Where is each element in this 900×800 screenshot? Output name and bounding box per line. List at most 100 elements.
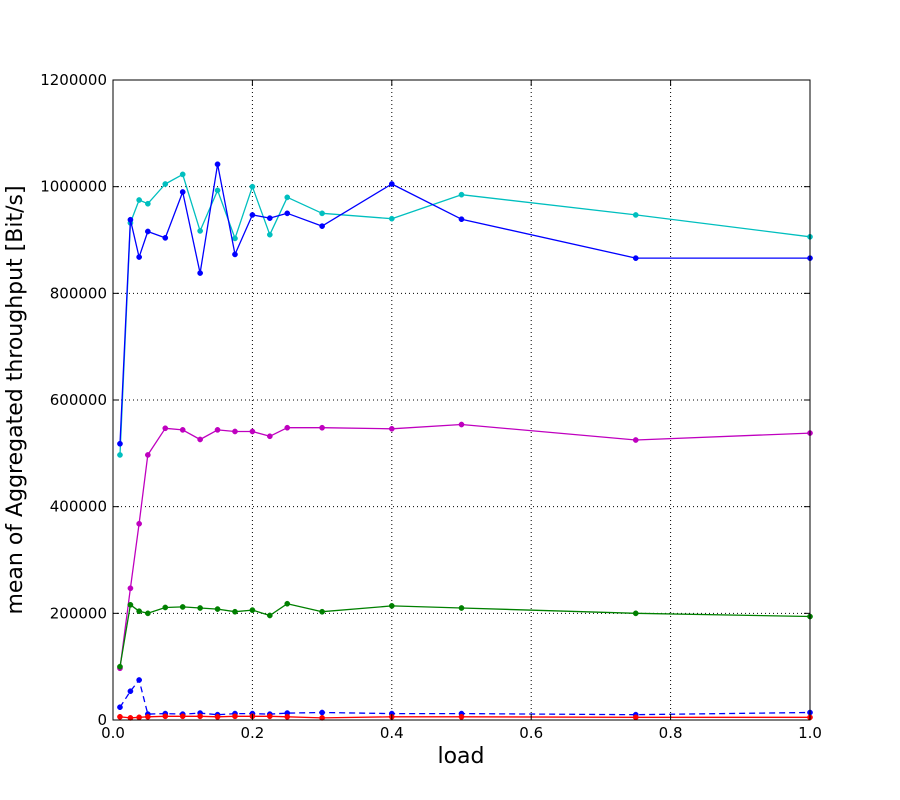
data-point: [319, 608, 325, 615]
series-1: [117, 171, 813, 458]
data-point: [388, 181, 395, 187]
data-point: [284, 713, 291, 720]
data-point: [117, 663, 123, 670]
data-point: [458, 191, 465, 198]
series-6: [117, 713, 813, 721]
data-point: [458, 216, 465, 223]
data-point: [162, 604, 169, 611]
data-point: [388, 603, 395, 609]
data-point: [179, 713, 186, 720]
x-tick-label: 0.2: [240, 724, 264, 742]
data-point: [136, 254, 142, 260]
data-point: [232, 713, 238, 720]
x-tick-label: 0.8: [659, 724, 683, 742]
data-point: [319, 709, 325, 716]
data-point: [632, 610, 639, 617]
data-point: [214, 427, 221, 433]
data-point: [214, 713, 221, 720]
data-point: [145, 452, 151, 458]
data-point: [197, 270, 203, 276]
data-point: [127, 601, 134, 608]
data-point: [127, 216, 134, 223]
x-tick-label: 0.6: [519, 724, 543, 742]
data-point: [117, 704, 123, 711]
x-axis-label: load: [437, 744, 484, 769]
y-tick-label: 400000: [50, 498, 107, 516]
data-point: [284, 600, 291, 607]
data-point: [136, 608, 142, 615]
data-point: [179, 189, 186, 195]
y-tick-label: 600000: [50, 391, 107, 409]
data-point: [249, 428, 256, 435]
x-tick-label: 1.0: [798, 724, 822, 742]
data-point: [284, 194, 291, 201]
data-point: [197, 436, 203, 443]
x-tick-label: 0.4: [380, 724, 404, 742]
y-tick-label: 1000000: [40, 178, 107, 196]
data-point: [214, 161, 221, 168]
data-point: [145, 200, 151, 207]
data-point: [284, 424, 291, 431]
series-4: [117, 600, 813, 670]
data-point: [284, 210, 291, 217]
data-point: [197, 605, 203, 611]
data-point: [136, 714, 142, 721]
data-point: [197, 228, 203, 234]
data-point: [214, 606, 221, 612]
data-point: [162, 181, 169, 187]
data-point: [266, 612, 273, 619]
data-point: [197, 713, 203, 720]
data-point: [179, 604, 186, 610]
series-5: [117, 677, 813, 718]
data-point: [162, 235, 169, 241]
data-point: [179, 427, 186, 433]
data-point: [458, 713, 465, 720]
data-point: [458, 605, 465, 611]
series-line: [119, 423, 811, 669]
data-point: [145, 228, 151, 235]
data-point: [232, 608, 238, 615]
y-tick-label: 200000: [50, 604, 107, 622]
y-tick-label: 1200000: [40, 71, 107, 89]
data-point: [632, 714, 639, 721]
data-point: [319, 223, 325, 229]
data-point: [162, 713, 169, 720]
series-3: [117, 421, 813, 672]
data-point: [145, 610, 151, 617]
series-layer: [117, 161, 813, 721]
series-2: [117, 161, 813, 447]
grid-layer: [113, 80, 810, 720]
data-point: [632, 437, 639, 443]
data-point: [319, 424, 325, 431]
data-point: [232, 235, 238, 242]
data-point: [136, 520, 142, 527]
y-tick-label: 0: [97, 711, 107, 729]
data-point: [319, 210, 325, 217]
data-point: [249, 212, 256, 218]
data-point: [117, 713, 123, 720]
data-point: [232, 428, 238, 435]
data-point: [136, 677, 142, 683]
data-point: [117, 452, 123, 458]
series-line: [119, 173, 811, 455]
data-point: [388, 425, 395, 432]
data-point: [266, 713, 273, 720]
data-point: [632, 212, 639, 218]
data-point: [214, 187, 221, 194]
data-point: [266, 433, 273, 440]
series-line: [119, 679, 811, 716]
data-point: [458, 421, 465, 428]
data-point: [127, 585, 134, 592]
y-tick-label: 800000: [50, 284, 107, 302]
data-point: [632, 255, 639, 261]
data-point: [136, 197, 142, 203]
data-point: [266, 231, 273, 238]
data-point: [162, 425, 169, 432]
data-point: [127, 688, 134, 695]
data-point: [232, 251, 238, 258]
data-point: [249, 607, 256, 613]
y-axis-label: mean of Aggregated throughput [Bit/s]: [3, 185, 28, 614]
data-point: [266, 215, 273, 221]
x-tick-label: 0.0: [101, 724, 125, 742]
